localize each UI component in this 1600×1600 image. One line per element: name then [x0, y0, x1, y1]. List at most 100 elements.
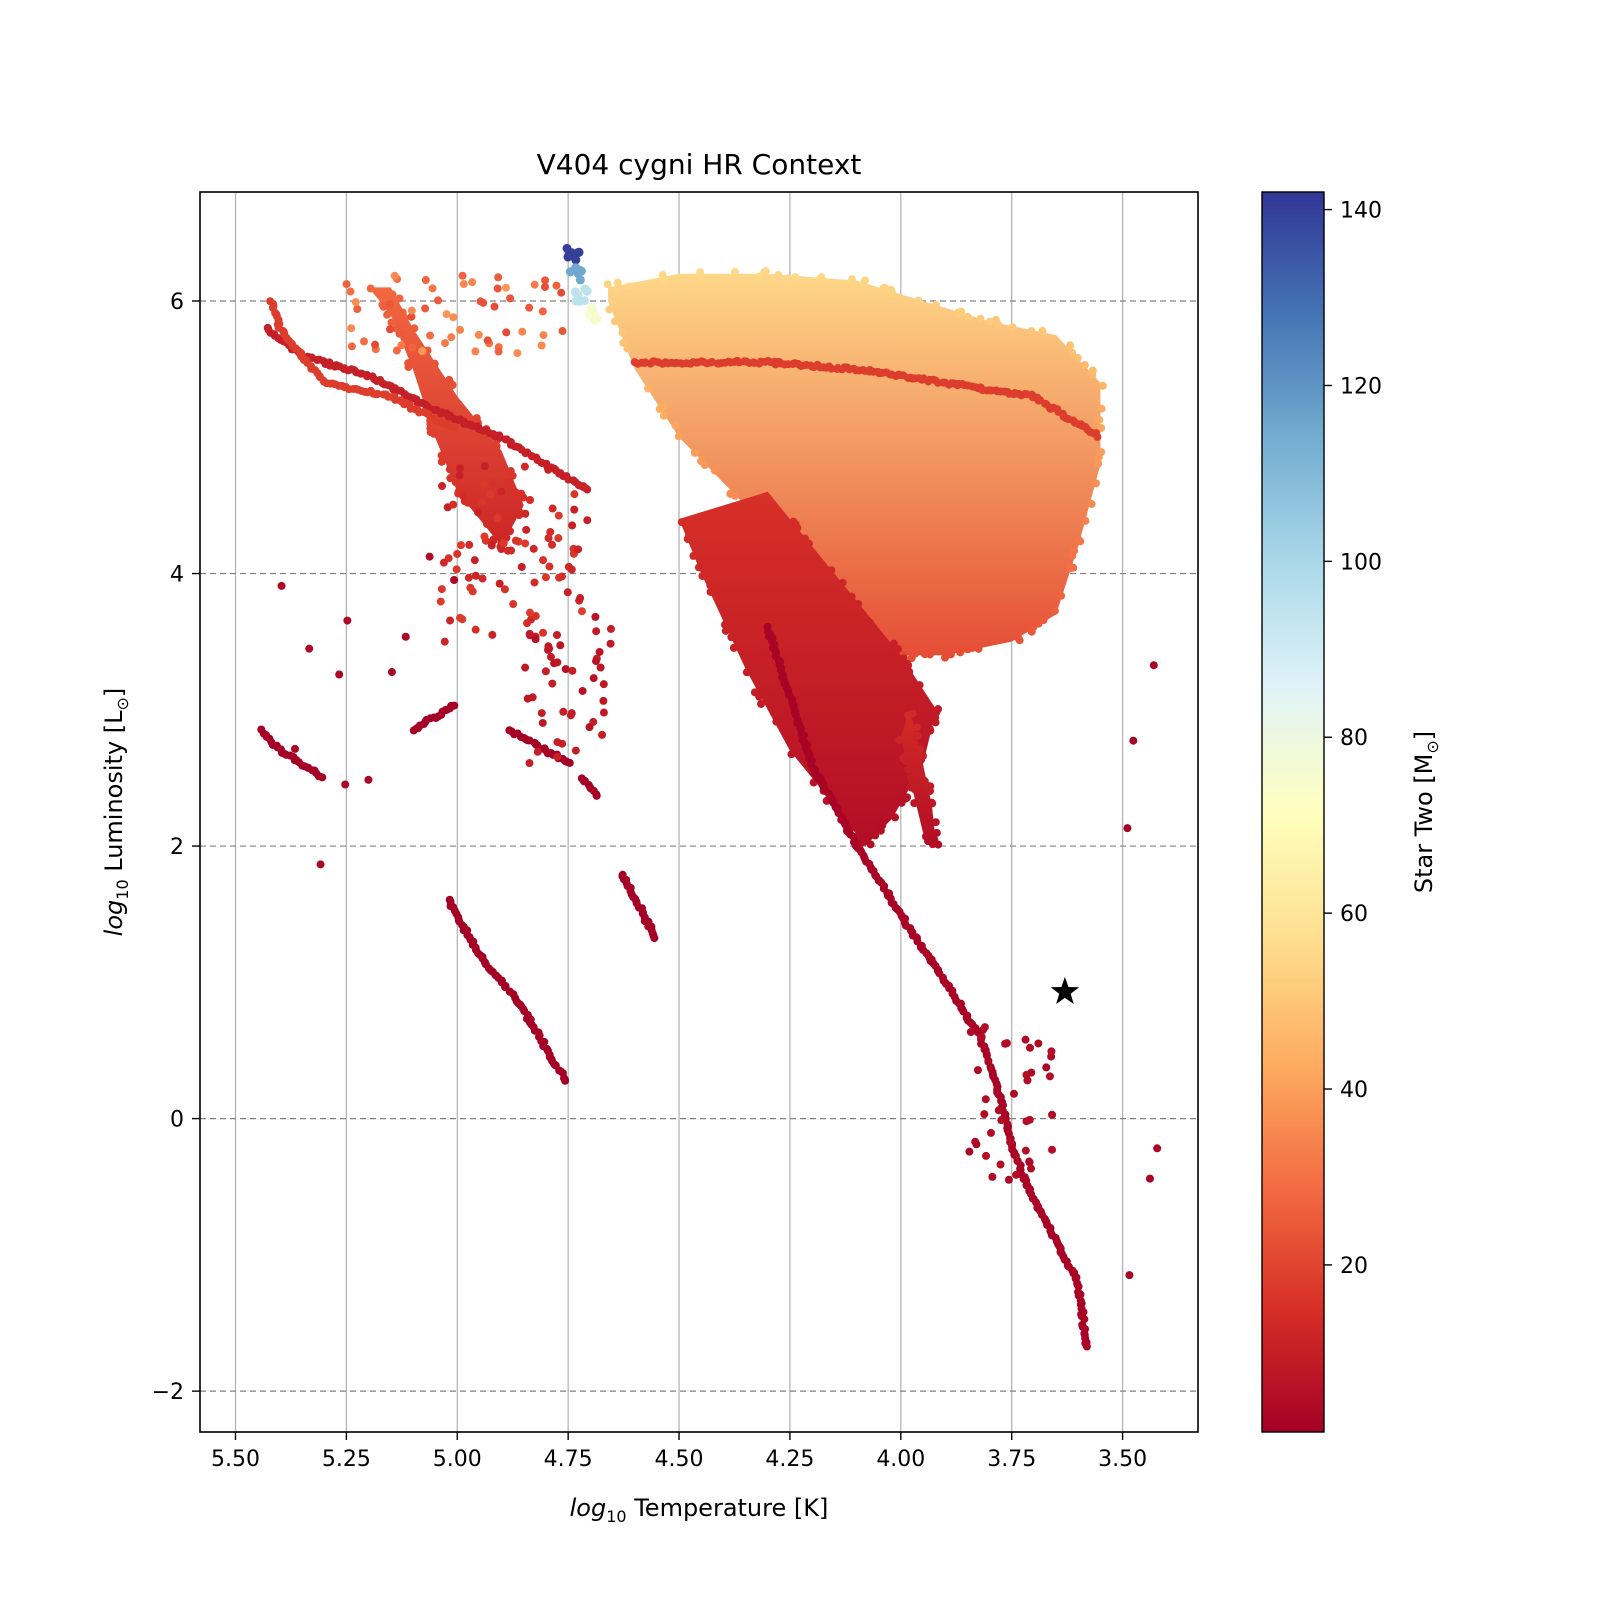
scatter-point — [387, 668, 396, 677]
edge-point — [750, 688, 759, 697]
track-stripped-track-b — [445, 895, 570, 1085]
edge-point — [911, 649, 920, 658]
scatter-point — [606, 639, 615, 648]
scatter-point — [544, 465, 553, 474]
scatter-point — [1025, 1158, 1034, 1167]
scatter-point — [481, 536, 490, 545]
edge-point — [1073, 353, 1082, 362]
x-tick-label: 5.50 — [211, 1447, 260, 1472]
scatter-point — [997, 1116, 1006, 1125]
edge-point — [721, 626, 730, 635]
scatter-point — [493, 514, 502, 523]
edge-point — [907, 783, 916, 792]
edge-point — [603, 280, 612, 289]
x-axis-ticks: 5.50 5.25 5.00 4.75 4.50 4.25 4.00 3.75 3.50 — [211, 1432, 1147, 1472]
scatter-point — [480, 462, 489, 471]
edge-point — [895, 736, 904, 745]
scatter-point — [982, 1151, 991, 1160]
edge-point — [901, 794, 910, 803]
colorbar-tick-label: 20 — [1340, 1254, 1368, 1279]
edge-point — [1091, 479, 1100, 488]
scatter-point — [598, 730, 607, 739]
scatter-point — [507, 546, 516, 555]
scatter-point — [544, 645, 553, 654]
scatter-point — [1025, 1043, 1034, 1052]
scatter-point — [531, 635, 540, 644]
scatter-point — [436, 597, 445, 606]
scatter-point — [546, 652, 555, 661]
scatter-point — [548, 540, 557, 549]
scatter-point — [425, 552, 434, 561]
scatter-point — [335, 670, 344, 679]
edge-point — [925, 650, 934, 659]
scatter-point — [558, 739, 567, 748]
edge-point — [472, 414, 481, 423]
scatter-point — [479, 480, 488, 489]
scatter-point — [511, 536, 520, 545]
scatter-point — [493, 284, 502, 293]
track-point — [318, 773, 327, 782]
edge-point — [954, 308, 963, 317]
scatter-point — [996, 1160, 1005, 1169]
scatter-point — [574, 545, 583, 554]
scatter-point — [426, 331, 435, 340]
y-tick-label: −2 — [152, 1380, 184, 1405]
tip-point — [571, 255, 581, 265]
scatter-point — [558, 327, 567, 336]
edge-point — [437, 451, 446, 460]
scatter-point — [509, 600, 518, 609]
scatter-point — [421, 276, 430, 285]
edge-point — [1068, 348, 1077, 357]
scatter-point — [494, 347, 503, 356]
edge-point — [847, 592, 856, 601]
edge-point — [904, 711, 913, 720]
scatter-point — [277, 581, 286, 590]
edge-point — [761, 267, 770, 276]
edge-point — [730, 267, 739, 276]
x-tick-label: 5.25 — [322, 1447, 371, 1472]
scatter-point — [459, 280, 468, 289]
track-point — [827, 364, 836, 373]
x-tick-label: 4.50 — [655, 1447, 704, 1472]
edge-point — [508, 471, 517, 480]
track-stripped-track-f — [577, 774, 601, 800]
edge-point — [392, 324, 401, 333]
colorbar-tick-label: 140 — [1340, 199, 1382, 224]
scatter-point — [442, 310, 451, 319]
edge-point — [1008, 323, 1017, 332]
edge-point — [879, 283, 888, 292]
cluster-mid-scatter — [521, 612, 615, 768]
scatter-point — [343, 616, 352, 625]
scatter-point — [408, 343, 417, 352]
edge-point — [612, 284, 621, 293]
track-point — [1082, 1342, 1091, 1351]
scatter-point — [501, 283, 510, 292]
scatter-point — [471, 571, 480, 580]
edge-point — [1034, 619, 1043, 628]
plot-frame — [199, 191, 1199, 1433]
scatter-point — [305, 644, 314, 653]
region-fill — [608, 273, 1101, 656]
edge-point — [757, 699, 766, 708]
scatter-point — [456, 325, 465, 334]
scatter-point — [1129, 736, 1138, 745]
scatter-point — [347, 342, 356, 351]
scatter-point — [529, 544, 538, 553]
scatter-point — [525, 759, 534, 768]
track-point — [1093, 432, 1102, 441]
edge-point — [904, 765, 913, 774]
edge-point — [430, 359, 439, 368]
edge-point — [891, 813, 900, 822]
edge-point — [698, 571, 707, 580]
scatter-point — [578, 482, 587, 491]
track-point — [650, 934, 659, 943]
edge-point — [697, 457, 706, 466]
scatter-point — [1012, 1170, 1021, 1179]
scatter-point — [494, 273, 503, 282]
scatter-point — [437, 585, 446, 594]
edge-point — [1098, 381, 1107, 390]
scatter-point — [474, 330, 483, 339]
scatter-point — [521, 663, 530, 672]
edge-point — [683, 535, 692, 544]
marker-layer — [1050, 976, 1080, 1004]
